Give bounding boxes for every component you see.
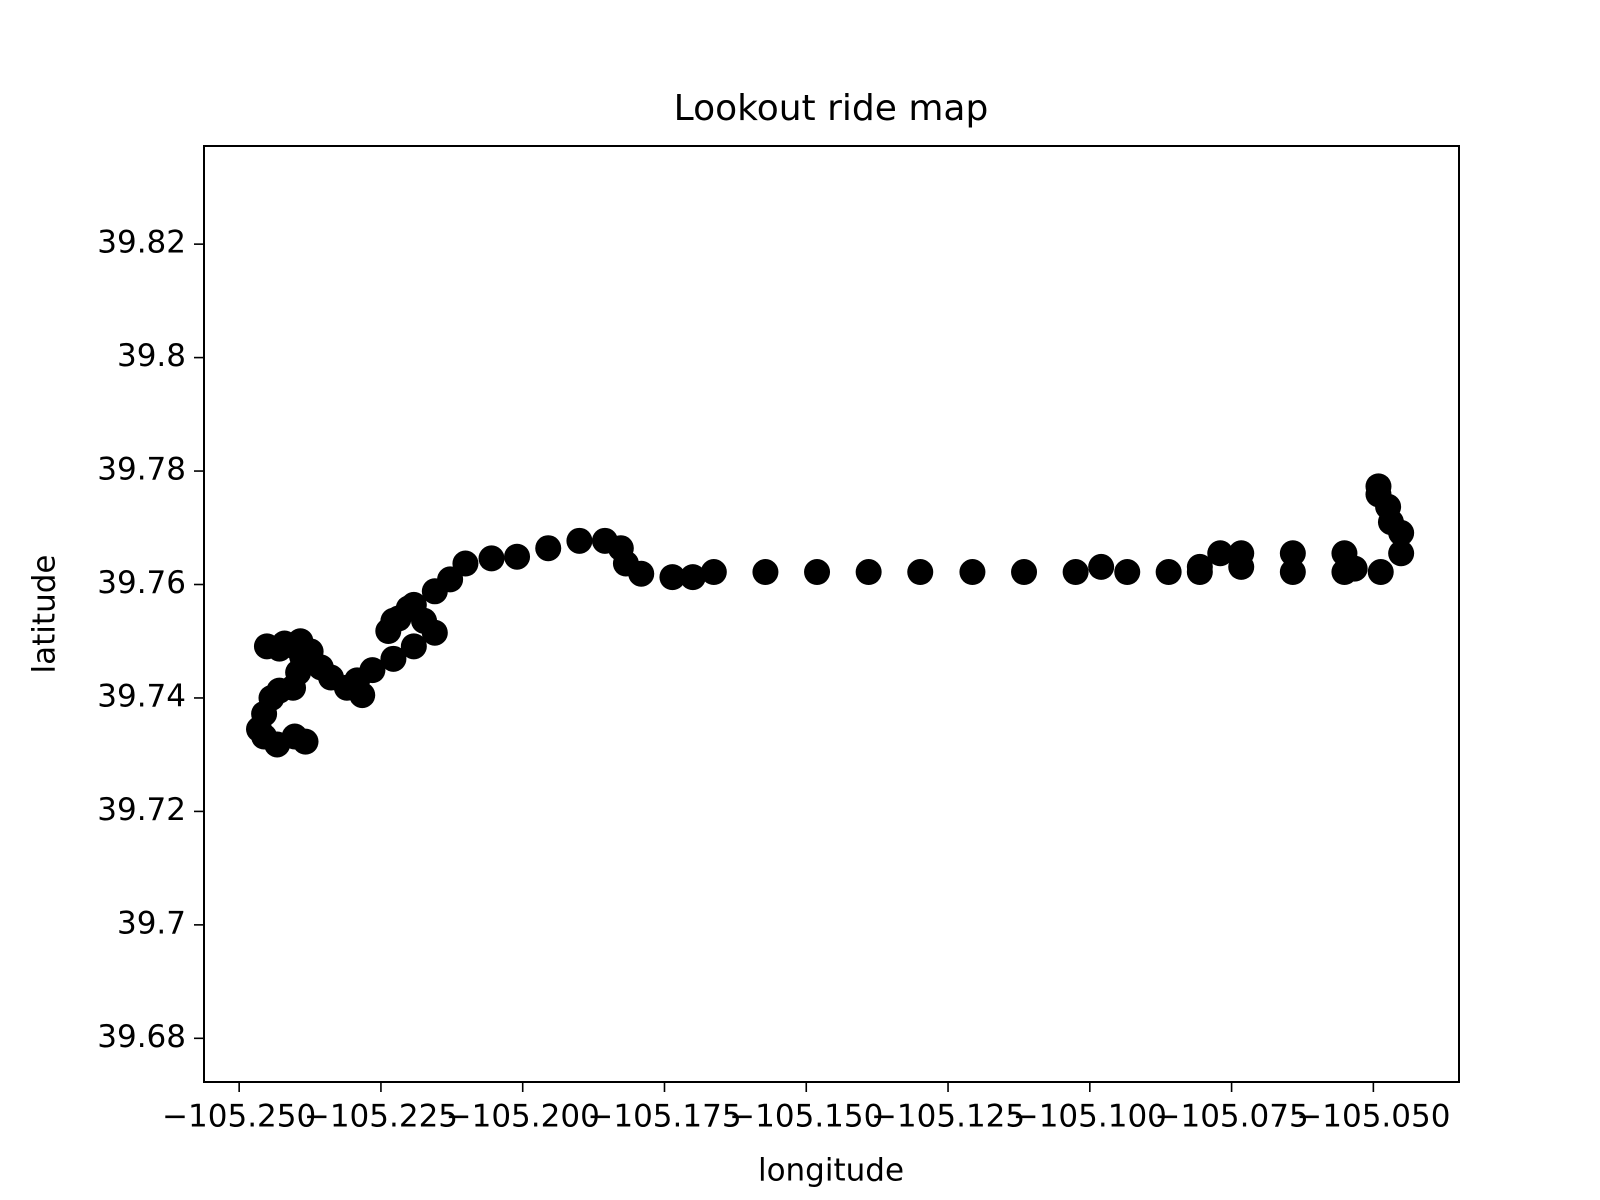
x-tick-label: −105.050 (1296, 1099, 1450, 1135)
y-tick-label: 39.8 (117, 338, 186, 374)
x-tick-label: −105.150 (729, 1099, 883, 1135)
track-point (1011, 559, 1038, 586)
track-point (1228, 553, 1255, 580)
track-point (1365, 481, 1392, 508)
track-point (752, 559, 779, 586)
x-tick-label: −105.200 (446, 1099, 600, 1135)
x-tick-label: −105.225 (304, 1099, 458, 1135)
track-point (907, 559, 934, 586)
track-point (628, 560, 655, 587)
y-tick-label: 39.7 (117, 905, 186, 941)
plot-frame (203, 145, 1460, 1083)
track-point (566, 527, 593, 554)
y-tick-label: 39.82 (97, 225, 186, 261)
track-point (700, 559, 727, 586)
track-point (1155, 559, 1182, 586)
track-point (1279, 559, 1306, 586)
track-point (959, 559, 986, 586)
track-point (659, 564, 686, 591)
track-point (1114, 559, 1141, 586)
x-tick-label: −105.125 (871, 1099, 1025, 1135)
x-tick-label: −105.250 (162, 1099, 316, 1135)
chart-title: Lookout ride map (674, 88, 989, 129)
y-axis-label: latitude (27, 555, 63, 674)
x-tick-label: −105.075 (1155, 1099, 1309, 1135)
track-point (1331, 559, 1358, 586)
track-point (504, 543, 531, 570)
y-tick-label: 39.68 (97, 1019, 186, 1055)
y-tick-label: 39.78 (97, 452, 186, 488)
track-point (359, 657, 386, 684)
track-point (452, 550, 479, 577)
track-point (380, 645, 407, 672)
track-point (400, 591, 427, 618)
x-tick-label: −105.100 (1013, 1099, 1167, 1135)
track-point (1367, 559, 1394, 586)
track-point (804, 559, 831, 586)
y-tick-label: 39.76 (97, 565, 186, 601)
track-point (535, 535, 562, 562)
y-tick-label: 39.72 (97, 792, 186, 828)
track-point (400, 633, 427, 660)
y-tick-label: 39.74 (97, 678, 186, 714)
track-point (1207, 540, 1234, 567)
track-point (1279, 540, 1306, 567)
track-point (1186, 559, 1213, 586)
track-point (478, 545, 505, 572)
track-point (855, 559, 882, 586)
x-tick-label: −105.175 (587, 1099, 741, 1135)
x-axis-label: longitude (758, 1153, 904, 1189)
track-point (1388, 540, 1415, 567)
track-point (1088, 553, 1115, 580)
track-point (679, 564, 706, 591)
track-point (1062, 559, 1089, 586)
